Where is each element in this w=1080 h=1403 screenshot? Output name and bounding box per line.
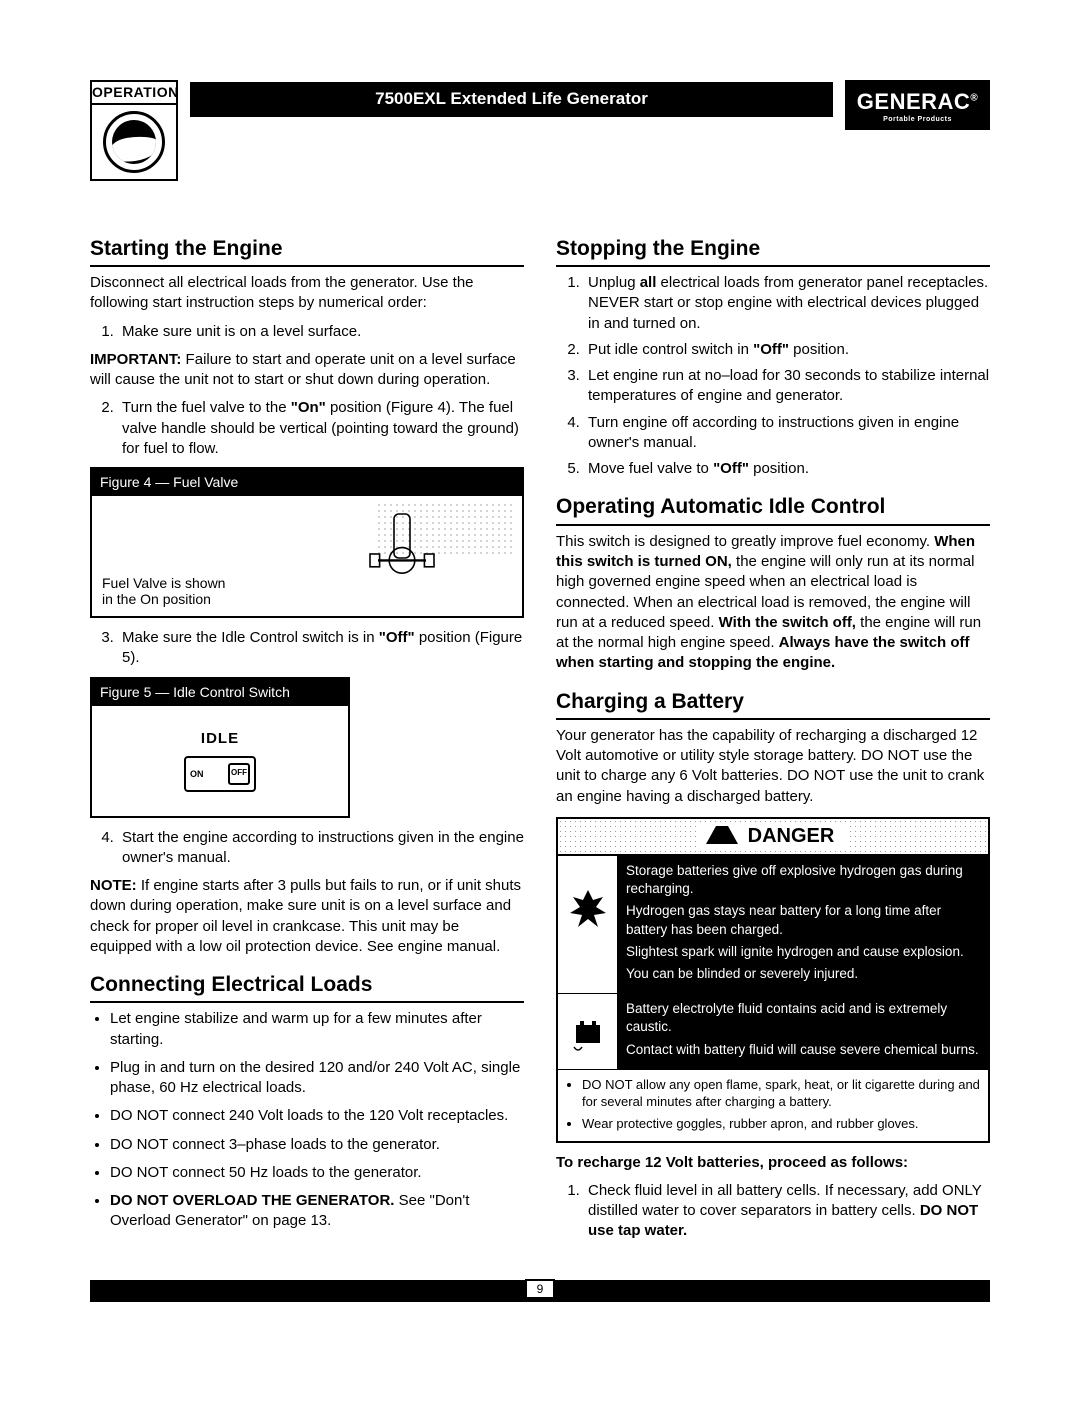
explosion-icon (558, 856, 618, 993)
danger-row-explosion: Storage batteries give off explosive hyd… (558, 856, 988, 994)
heading-connecting-loads: Connecting Electrical Loads (90, 971, 524, 1003)
warning-triangle-icon (706, 826, 738, 844)
recharge-step-1: Check fluid level in all battery cells. … (584, 1181, 990, 1242)
heading-stopping-engine: Stopping the Engine (556, 235, 990, 267)
stopping-step-3: Let engine run at no–load for 30 seconds… (584, 366, 990, 407)
switch-on-label: ON (190, 768, 204, 780)
connecting-list: Let engine stabilize and warm up for a f… (90, 1009, 524, 1231)
brand-name: GENERAC (857, 89, 971, 114)
starting-steps-3: Make sure the Idle Control switch is in … (90, 628, 524, 669)
content-columns: Starting the Engine Disconnect all elect… (90, 221, 990, 1250)
connecting-item-1: Let engine stabilize and warm up for a f… (110, 1009, 524, 1050)
starting-steps-2: Turn the fuel valve to the "On" position… (90, 398, 524, 459)
idle-switch-icon: ON OFF (184, 756, 256, 792)
important-note: IMPORTANT: Failure to start and operate … (90, 350, 524, 391)
starting-step-2: Turn the fuel valve to the "On" position… (118, 398, 524, 459)
stopping-step-4: Turn engine off according to instruction… (584, 413, 990, 454)
figure-5-caption: Figure 5 — Idle Control Switch (92, 679, 348, 706)
note-text: If engine starts after 3 pulls but fails… (90, 877, 521, 955)
figure-5-body: IDLE ON OFF (92, 706, 348, 816)
switch-knob: OFF (228, 763, 250, 785)
figure-5: Figure 5 — Idle Control Switch IDLE ON O… (90, 677, 350, 818)
operation-badge: OPERATION (90, 80, 178, 181)
brand-subtitle: Portable Products (848, 115, 987, 124)
connecting-item-4: DO NOT connect 3–phase loads to the gene… (110, 1135, 524, 1155)
recharge-heading: To recharge 12 Volt batteries, proceed a… (556, 1153, 990, 1173)
figure-4-body: Fuel Valve is shown in the On position (92, 496, 522, 616)
danger-precaution-2: Wear protective goggles, rubber apron, a… (582, 1115, 980, 1133)
danger-label: DANGER (742, 825, 841, 847)
stopping-steps: Unplug all electrical loads from generat… (556, 273, 990, 479)
left-column: Starting the Engine Disconnect all elect… (90, 221, 524, 1250)
charging-paragraph: Your generator has the capability of rec… (556, 726, 990, 807)
danger-precautions: DO NOT allow any open flame, spark, heat… (558, 1070, 988, 1141)
idle-text: IDLE (201, 729, 239, 749)
page-number: 9 (525, 1279, 556, 1299)
danger-text-caustic: Battery electrolyte fluid contains acid … (618, 994, 988, 1069)
starting-step-3: Make sure the Idle Control switch is in … (118, 628, 524, 669)
danger-text-explosion: Storage batteries give off explosive hyd… (618, 856, 988, 993)
recharge-steps: Check fluid level in all battery cells. … (556, 1181, 990, 1242)
danger-header: DANGER (558, 819, 988, 856)
starting-step-1: Make sure unit is on a level surface. (118, 322, 524, 342)
brand-logo: GENERAC® Portable Products (845, 80, 990, 130)
danger-precaution-1: DO NOT allow any open flame, spark, heat… (582, 1076, 980, 1111)
starting-steps-1: Make sure unit is on a level surface. (90, 322, 524, 342)
note-label: NOTE: (90, 877, 137, 894)
connecting-item-6: DO NOT OVERLOAD THE GENERATOR. See "Don'… (110, 1191, 524, 1232)
page-footer: 9 (90, 1280, 990, 1302)
stopping-step-2: Put idle control switch in "Off" positio… (584, 340, 990, 360)
figure-4: Figure 4 — Fuel Valve Fuel Valve is show… (90, 467, 524, 618)
operation-icon (90, 105, 178, 181)
heading-idle-control: Operating Automatic Idle Control (556, 493, 990, 525)
heading-charging-battery: Charging a Battery (556, 688, 990, 720)
connecting-item-3: DO NOT connect 240 Volt loads to the 120… (110, 1106, 524, 1126)
page-header: OPERATION 7500EXL Extended Life Generato… (90, 80, 990, 181)
heading-starting-engine: Starting the Engine (90, 235, 524, 267)
important-label: IMPORTANT: (90, 351, 181, 368)
figure-4-caption: Figure 4 — Fuel Valve (92, 469, 522, 496)
note-paragraph: NOTE: If engine starts after 3 pulls but… (90, 876, 524, 957)
starting-step-4: Start the engine according to instructio… (118, 828, 524, 869)
starting-steps-4: Start the engine according to instructio… (90, 828, 524, 869)
figure-4-label: Fuel Valve is shown in the On position (102, 575, 225, 609)
page-title: 7500EXL Extended Life Generator (190, 82, 833, 117)
connecting-item-2: Plug in and turn on the desired 120 and/… (110, 1058, 524, 1099)
stopping-step-5: Move fuel valve to "Off" position. (584, 459, 990, 479)
danger-box: DANGER Storage batteries give off explos… (556, 817, 990, 1143)
starting-intro: Disconnect all electrical loads from the… (90, 273, 524, 314)
idle-paragraph: This switch is designed to greatly impro… (556, 532, 990, 674)
right-column: Stopping the Engine Unplug all electrica… (556, 221, 990, 1250)
battery-acid-icon (558, 994, 618, 1069)
danger-row-caustic: Battery electrolyte fluid contains acid … (558, 994, 988, 1070)
operation-label: OPERATION (90, 80, 178, 105)
stopping-step-1: Unplug all electrical loads from generat… (584, 273, 990, 334)
connecting-item-5: DO NOT connect 50 Hz loads to the genera… (110, 1163, 524, 1183)
fuel-valve-icon (362, 506, 442, 586)
